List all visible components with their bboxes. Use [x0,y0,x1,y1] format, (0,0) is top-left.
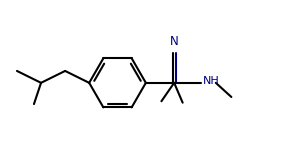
Text: NH: NH [203,76,220,86]
Text: N: N [170,35,178,48]
